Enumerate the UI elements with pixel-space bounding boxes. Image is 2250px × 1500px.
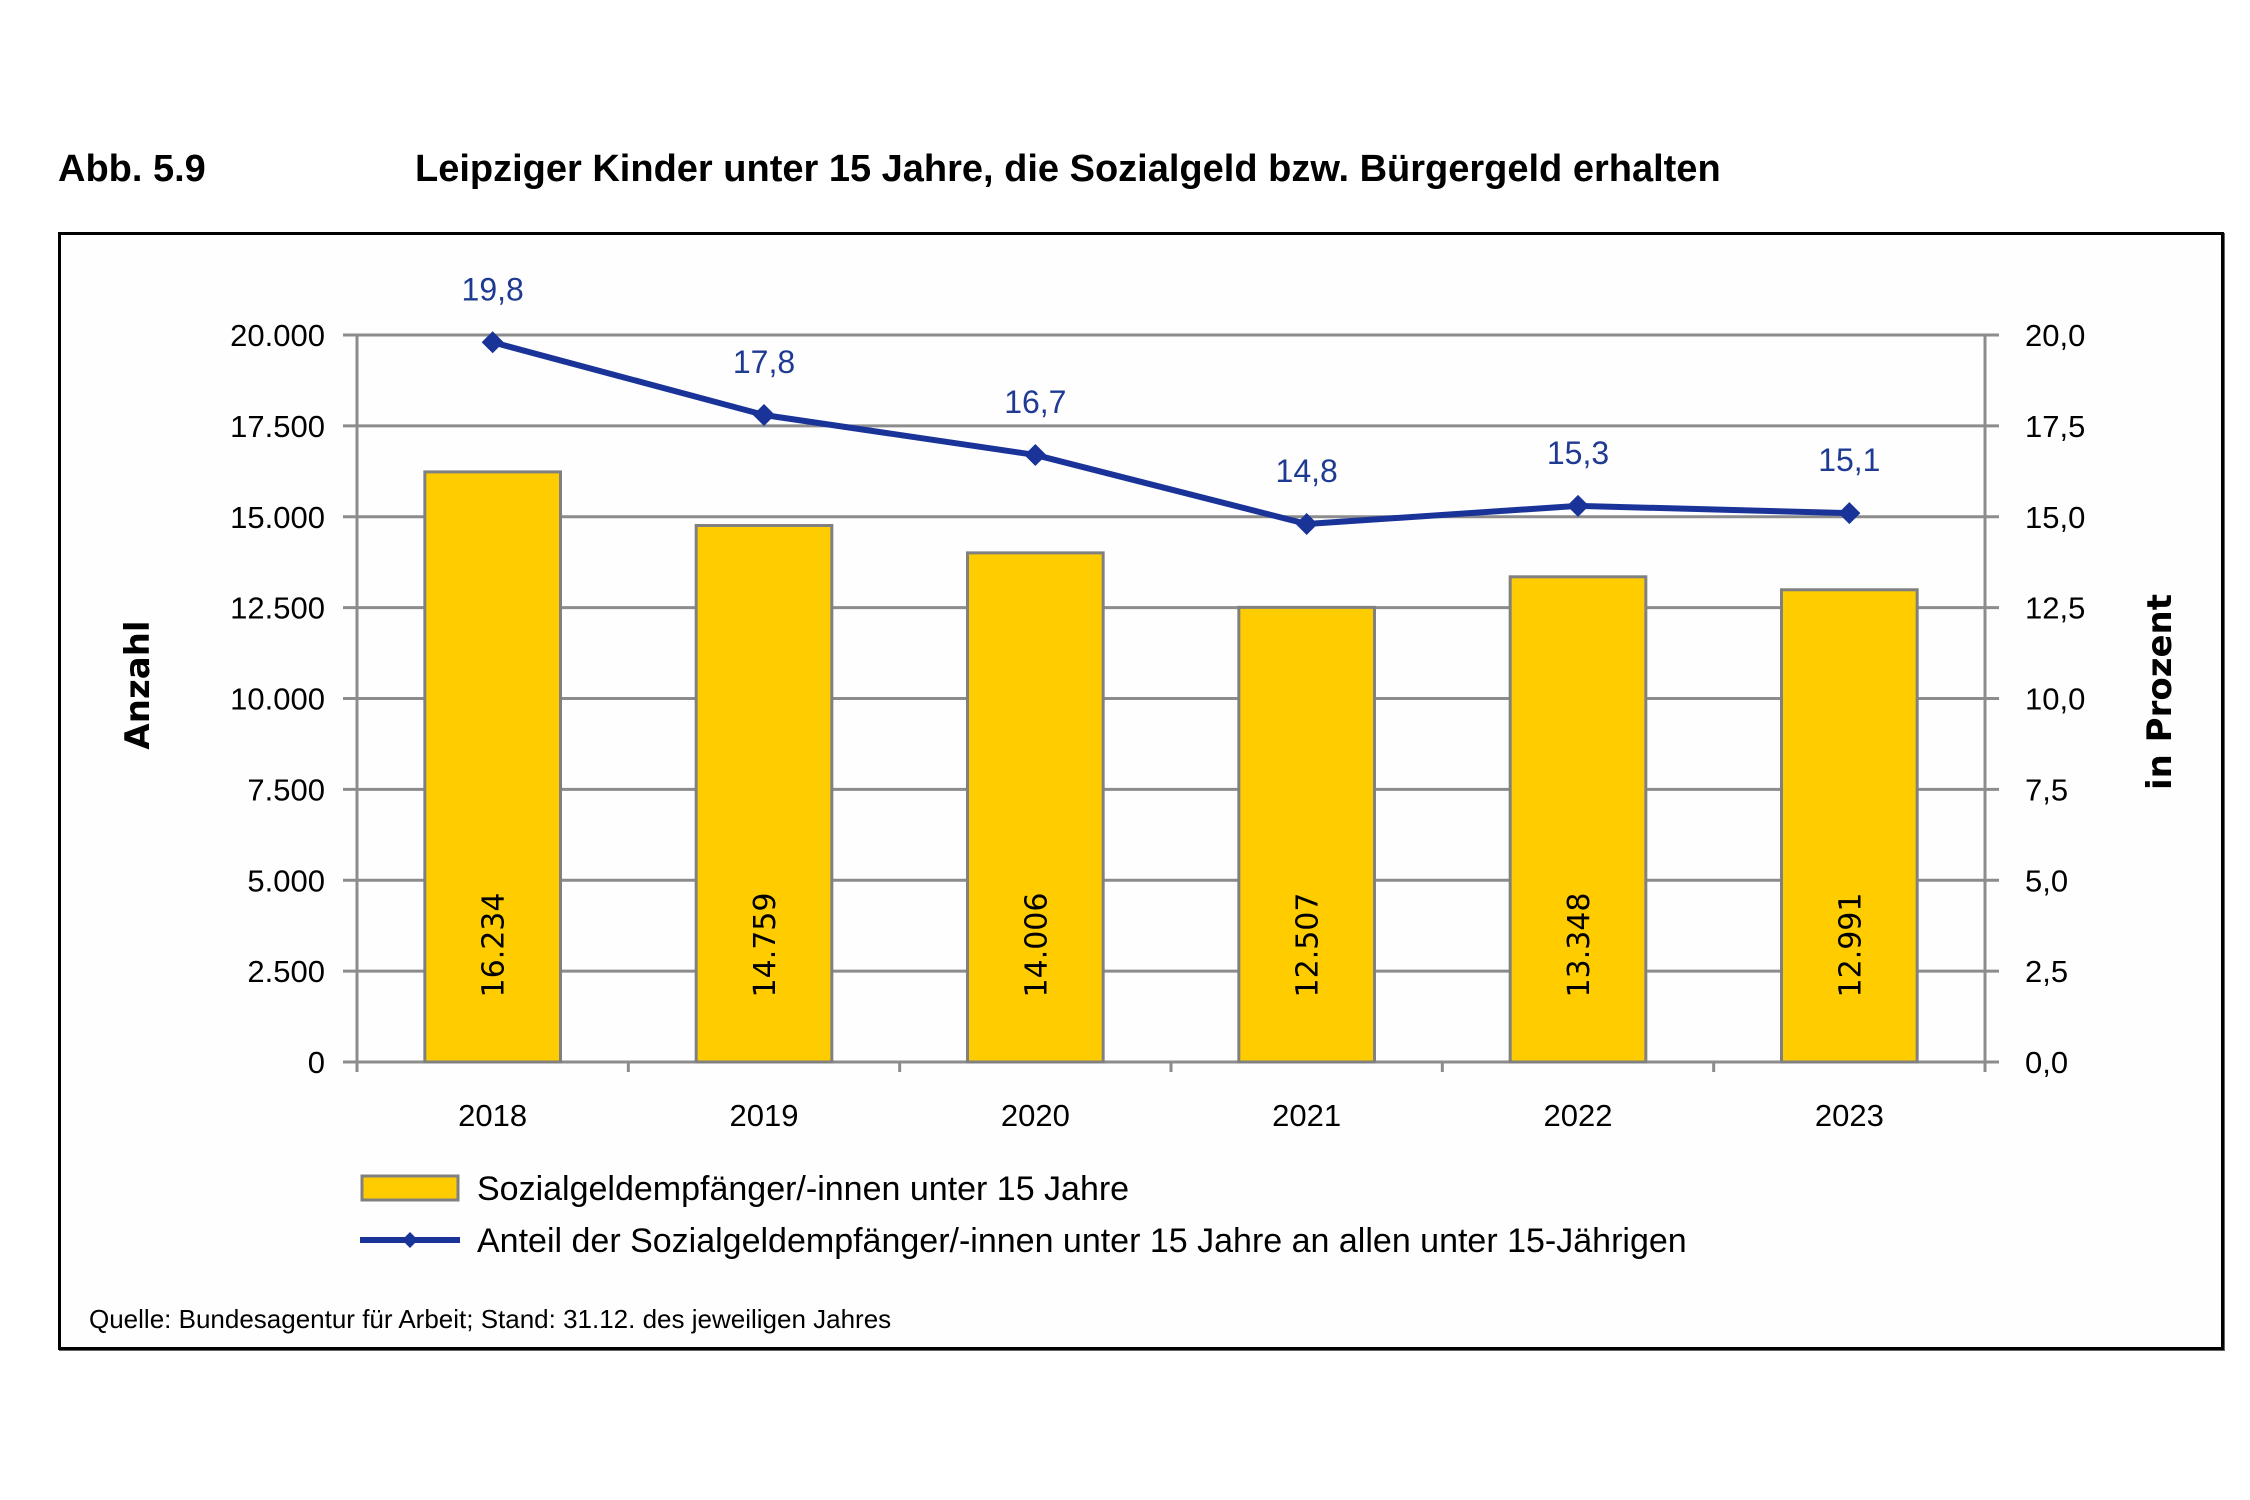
legend-label-bar: Sozialgeldempfänger/-innen unter 15 Jahr… [477,1170,1129,1208]
y-tick-label-right: 2,5 [2025,954,2068,989]
y-axis-title-left: Anzahl [118,620,158,749]
line-series [491,339,1850,528]
legend-swatch-bar [360,1174,460,1202]
line-marker-2020 [1024,443,1047,466]
y-tick-label-left: 0 [308,1045,325,1080]
line-marker-2021 [1295,513,1318,536]
y-tick-label-left: 15.000 [230,500,325,535]
bar-value-label: 13.348 [1562,893,1597,998]
line-value-label: 15,1 [1818,442,1880,478]
line-marker-2023 [1838,502,1861,525]
bar-value-label: 14.006 [1019,893,1054,998]
line-value-label: 19,8 [462,271,524,307]
bar-2023 [1780,588,1919,1064]
y-tick-label-right: 0,0 [2025,1045,2068,1080]
figure-number: Abb. 5.9 [58,148,206,190]
y-tick-label-right: 12,5 [2025,591,2085,626]
y-tick-label-right: 20,0 [2025,318,2085,353]
bar-2022 [1508,575,1648,1064]
bar-value-label: 16.234 [477,893,512,998]
legend-label-line: Anteil der Sozialgeldempfänger/-innen un… [477,1222,1687,1260]
x-tick-label: 2023 [1815,1098,1884,1133]
line-value-label: 16,7 [1004,384,1066,420]
y-tick-label-left: 20.000 [230,318,325,353]
line-value-label: 17,8 [733,344,795,380]
bar-value-label: 12.507 [1291,893,1326,998]
line-value-label: 15,3 [1547,435,1609,471]
x-tick-label: 2021 [1272,1098,1341,1133]
chart-title: Leipziger Kinder unter 15 Jahre, die Soz… [415,148,1721,190]
bar-2021 [1237,605,1377,1064]
y-tick-label-right: 5,0 [2025,863,2068,898]
bar-2018 [423,470,563,1064]
y-tick-label-left: 2.500 [247,954,325,989]
y-tick-label-left: 10.000 [230,682,325,717]
y-tick-label-left: 5.000 [247,863,325,898]
bar-value-label: 14.759 [748,893,783,998]
y-axis-title-right: in Prozent [2140,594,2180,790]
y-tick-label-right: 7,5 [2025,772,2068,807]
line-marker-2019 [753,403,775,426]
line-marker-2022 [1567,494,1589,517]
y-tick-label-right: 17,5 [2025,409,2085,444]
y-tick-label-right: 15,0 [2025,500,2085,535]
x-tick-label: 2020 [1001,1098,1070,1133]
y-tick-label-left: 7.500 [247,772,325,807]
bar-2020 [966,551,1105,1064]
x-tick-label: 2019 [730,1098,799,1133]
bar-value-label: 12.991 [1833,893,1868,998]
legend-swatch-marker [402,1232,418,1248]
x-tick-label: 2018 [458,1098,527,1133]
line-value-label: 14,8 [1276,453,1338,489]
y-tick-label-right: 10,0 [2025,682,2085,717]
y-tick-label-left: 12.500 [230,591,325,626]
bar-2019 [694,524,834,1064]
source-note: Quelle: Bundesagentur für Arbeit; Stand:… [89,1304,892,1334]
y-tick-label-left: 17.500 [230,409,325,444]
x-tick-label: 2022 [1544,1098,1613,1133]
line-marker-2018 [481,331,504,354]
